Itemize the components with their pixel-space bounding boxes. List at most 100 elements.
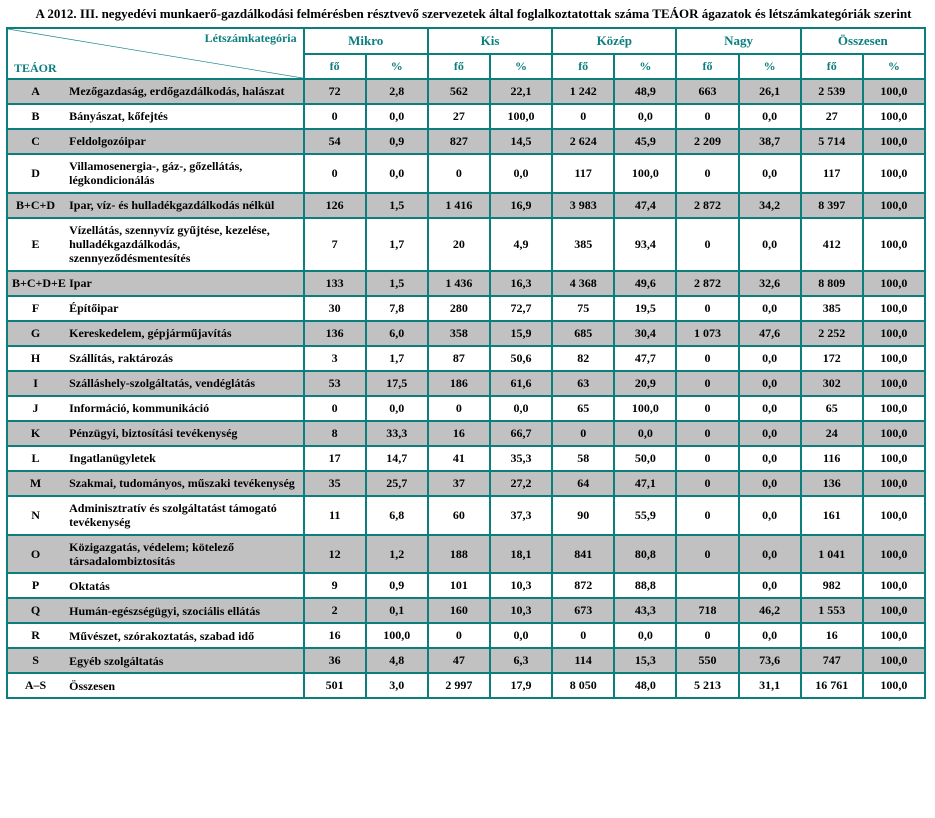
group-head-3: Nagy <box>676 28 800 54</box>
header-row-1: Létszámkategória TEÁOR Mikro Kis Közép N… <box>7 28 925 54</box>
cell-value: 0 <box>676 296 738 321</box>
cell-value: 61,6 <box>490 371 552 396</box>
cell-value: 114 <box>552 648 614 673</box>
cell-value: 82 <box>552 346 614 371</box>
cell-value: 100,0 <box>863 396 925 421</box>
row-label: Szakmai, tudományos, műszaki tevékenység <box>63 471 304 496</box>
cell-value: 90 <box>552 496 614 535</box>
cell-value: 37 <box>428 471 490 496</box>
cell-value: 1 242 <box>552 79 614 104</box>
subhead: % <box>863 54 925 79</box>
cell-value: 8 050 <box>552 673 614 698</box>
table-row: ISzálláshely-szolgáltatás, vendéglátás53… <box>7 371 925 396</box>
cell-value: 0,0 <box>739 471 801 496</box>
row-code: A <box>7 79 63 104</box>
row-label: Mezőgazdaság, erdőgazdálkodás, halászat <box>63 79 304 104</box>
cell-value: 16,9 <box>490 193 552 218</box>
cell-value: 872 <box>552 573 614 598</box>
cell-value: 20,9 <box>614 371 676 396</box>
cell-value: 841 <box>552 535 614 574</box>
cell-value: 0 <box>676 421 738 446</box>
row-label: Szállítás, raktározás <box>63 346 304 371</box>
cell-value: 100,0 <box>366 623 428 648</box>
cell-value: 0,0 <box>614 623 676 648</box>
cell-value: 2 252 <box>801 321 863 346</box>
table-row: HSzállítás, raktározás31,78750,68247,700… <box>7 346 925 371</box>
subhead: fő <box>801 54 863 79</box>
subhead: % <box>490 54 552 79</box>
cell-value: 0,0 <box>739 396 801 421</box>
diagonal-header: Létszámkategória TEÁOR <box>7 28 304 79</box>
group-head-0: Mikro <box>304 28 428 54</box>
cell-value: 72,7 <box>490 296 552 321</box>
cell-value: 30,4 <box>614 321 676 346</box>
cell-value: 385 <box>552 218 614 271</box>
row-code: R <box>7 623 63 648</box>
cell-value: 186 <box>428 371 490 396</box>
cell-value: 0,0 <box>739 371 801 396</box>
cell-value: 11 <box>304 496 366 535</box>
cell-value: 32,6 <box>739 271 801 296</box>
cell-value: 100,0 <box>863 573 925 598</box>
row-code: F <box>7 296 63 321</box>
cell-value: 0,0 <box>614 421 676 446</box>
cell-value <box>676 573 738 598</box>
cell-value: 47,1 <box>614 471 676 496</box>
cell-value: 116 <box>801 446 863 471</box>
cell-value: 100,0 <box>863 535 925 574</box>
cell-value: 15,3 <box>614 648 676 673</box>
row-code: J <box>7 396 63 421</box>
table-row: OKözigazgatás, védelem; kötelező társada… <box>7 535 925 574</box>
cell-value: 45,9 <box>614 129 676 154</box>
cell-value: 50,6 <box>490 346 552 371</box>
cell-value: 0,1 <box>366 598 428 623</box>
cell-value: 0 <box>676 218 738 271</box>
row-code: C <box>7 129 63 154</box>
cell-value: 0,0 <box>739 573 801 598</box>
cell-value: 1 041 <box>801 535 863 574</box>
cell-value: 1,2 <box>366 535 428 574</box>
cell-value: 117 <box>552 154 614 193</box>
cell-value: 0 <box>304 154 366 193</box>
group-head-4: Összesen <box>801 28 925 54</box>
cell-value: 0,0 <box>739 346 801 371</box>
cell-value: 31,1 <box>739 673 801 698</box>
cell-value: 412 <box>801 218 863 271</box>
cell-value: 100,0 <box>863 421 925 446</box>
cell-value: 5 213 <box>676 673 738 698</box>
cell-value: 58 <box>552 446 614 471</box>
row-label: Építőipar <box>63 296 304 321</box>
cell-value: 3,0 <box>366 673 428 698</box>
cell-value: 100,0 <box>863 598 925 623</box>
cell-value: 54 <box>304 129 366 154</box>
cell-value: 16 <box>428 421 490 446</box>
cell-value: 8 <box>304 421 366 446</box>
cell-value: 0 <box>304 396 366 421</box>
cell-value: 6,0 <box>366 321 428 346</box>
cell-value: 0,0 <box>739 446 801 471</box>
cell-value: 0,9 <box>366 573 428 598</box>
table-row: EVízellátás, szennyvíz gyűjtése, kezelés… <box>7 218 925 271</box>
table-row: JInformáció, kommunikáció00,000,065100,0… <box>7 396 925 421</box>
table-row: CFeldolgozóipar540,982714,52 62445,92 20… <box>7 129 925 154</box>
row-code: N <box>7 496 63 535</box>
cell-value: 2 872 <box>676 193 738 218</box>
cell-value: 0 <box>676 471 738 496</box>
cell-value: 2 624 <box>552 129 614 154</box>
cell-value: 17,9 <box>490 673 552 698</box>
cell-value: 0,0 <box>366 154 428 193</box>
cell-value: 0 <box>304 104 366 129</box>
diag-top-label: Létszámkategória <box>205 31 297 46</box>
cell-value: 0 <box>676 104 738 129</box>
cell-value: 17 <box>304 446 366 471</box>
cell-value: 19,5 <box>614 296 676 321</box>
cell-value: 0,0 <box>614 104 676 129</box>
cell-value: 358 <box>428 321 490 346</box>
cell-value: 36 <box>304 648 366 673</box>
cell-value: 0,0 <box>739 421 801 446</box>
cell-value: 10,3 <box>490 573 552 598</box>
row-code: Q <box>7 598 63 623</box>
row-code: D <box>7 154 63 193</box>
cell-value: 6,3 <box>490 648 552 673</box>
cell-value: 0,0 <box>366 396 428 421</box>
